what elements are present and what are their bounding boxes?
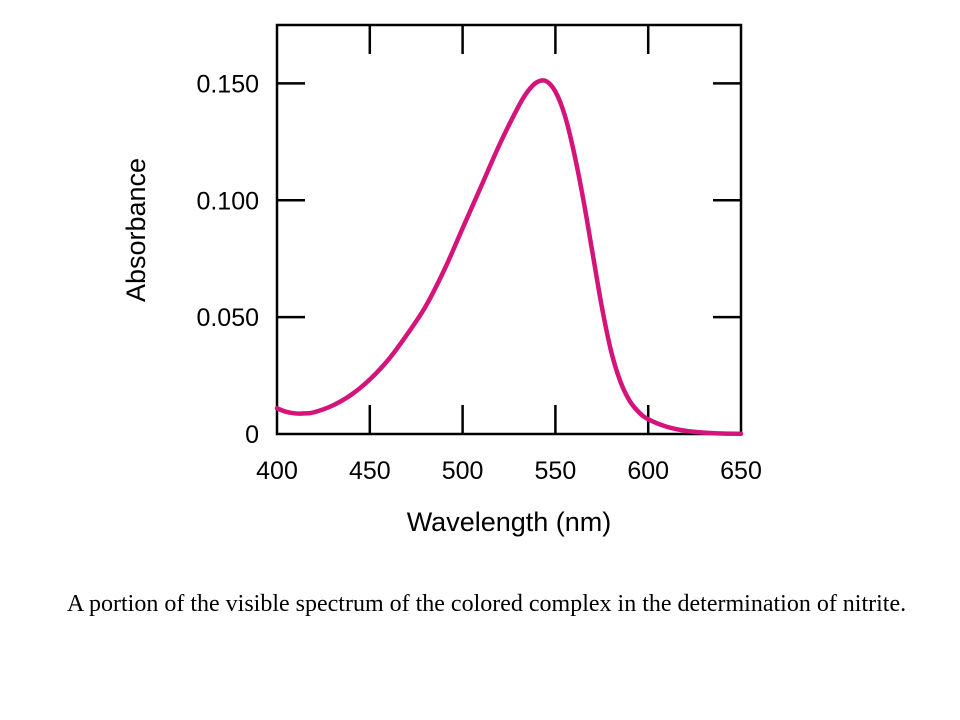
plot-frame <box>275 23 743 436</box>
y-tick-labels: 0 0.050 0.100 0.150 <box>196 70 259 449</box>
x-axis-title: Wavelength (nm) <box>407 507 612 537</box>
y-tick-label-3: 0.150 <box>196 70 259 98</box>
figure-caption: A portion of the visible spectrum of the… <box>67 591 907 617</box>
y-tick-label-2: 0.100 <box>196 187 259 215</box>
x-tick-label-550: 550 <box>535 457 577 485</box>
y-tick-label-1: 0.050 <box>196 304 259 332</box>
x-tick-labels: 400 450 500 550 600 650 <box>256 457 762 485</box>
x-tick-label-500: 500 <box>442 457 484 485</box>
y-axis-ticks <box>277 82 741 319</box>
x-tick-label-600: 600 <box>627 457 669 485</box>
x-tick-label-650: 650 <box>720 457 762 485</box>
absorbance-chart: 400 450 500 550 600 650 0 0.050 0.100 0.150 Wave… <box>121 23 762 537</box>
absorbance-series-line <box>274 78 744 437</box>
x-tick-label-450: 450 <box>349 457 391 485</box>
x-axis-ticks <box>368 25 650 434</box>
y-axis-title: Absorbance <box>121 158 151 302</box>
y-tick-label-0: 0 <box>245 421 259 449</box>
x-tick-label-400: 400 <box>256 457 298 485</box>
